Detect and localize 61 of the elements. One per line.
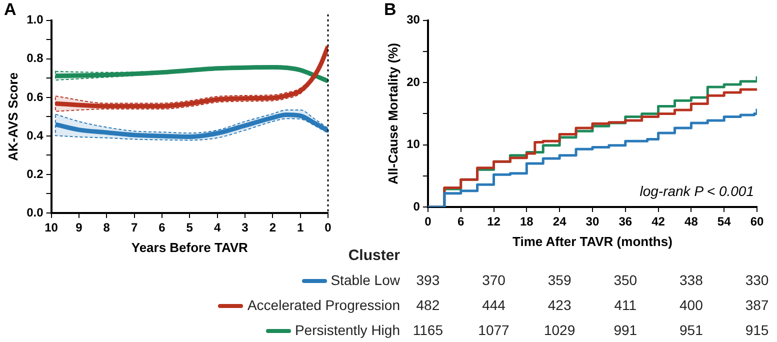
text: 951 xyxy=(680,322,703,338)
x-tick-label: 48 xyxy=(684,214,698,229)
x-tick-label: 3 xyxy=(242,220,249,235)
x-tick-label: 8 xyxy=(103,220,110,235)
text: 350 xyxy=(614,272,638,288)
text: 444 xyxy=(482,297,506,313)
y-axis-title: All-Cause Mortality (%) xyxy=(385,42,400,184)
x-tick-label: 6 xyxy=(458,214,465,229)
text: 1077 xyxy=(478,322,510,338)
x-tick-label: 0 xyxy=(324,220,332,235)
x-tick-label: 18 xyxy=(520,214,534,229)
text: 915 xyxy=(745,322,769,338)
x-tick-label: 30 xyxy=(586,214,600,229)
x-tick-label: 9 xyxy=(76,220,83,235)
category-label: Accelerated Progression xyxy=(247,297,400,313)
y-tick-label: 0.8 xyxy=(26,51,44,66)
x-axis-title: Time After TAVR (months) xyxy=(512,234,672,249)
text: 1165 xyxy=(412,322,443,338)
text: 423 xyxy=(548,297,572,313)
x-tick-label: 42 xyxy=(652,214,666,229)
text: 411 xyxy=(614,297,637,313)
text: 370 xyxy=(482,272,506,288)
text: 338 xyxy=(680,272,703,288)
y-tick-label: 0.0 xyxy=(26,205,44,220)
text: 1029 xyxy=(544,322,576,338)
text: 387 xyxy=(745,297,769,313)
chart-title: B xyxy=(384,0,396,19)
x-tick-label: 2 xyxy=(269,220,276,235)
text: 359 xyxy=(548,272,572,288)
y-tick-label: 0.2 xyxy=(26,166,44,181)
y-tick-label: 30 xyxy=(406,12,420,27)
y-tick-label: 20 xyxy=(406,74,420,89)
x-tick-label: 0 xyxy=(424,214,432,229)
x-tick-label: 7 xyxy=(130,220,138,235)
y-tick-label: 10 xyxy=(406,137,420,152)
x-axis-title: Years Before TAVR xyxy=(131,240,249,255)
y-tick-label: 0.6 xyxy=(26,90,44,104)
x-tick-label: 24 xyxy=(552,214,567,229)
x-tick-label: 60 xyxy=(750,214,764,229)
x-tick-label: 5 xyxy=(186,220,194,235)
y-axis-title: AK-AVS Score xyxy=(5,72,20,162)
category-label: Stable Low xyxy=(330,272,400,288)
y-tick-label: 1.0 xyxy=(26,12,44,27)
chart-title: A xyxy=(4,0,16,19)
annotation: log-rank P < 0.001 xyxy=(640,182,754,199)
text: 330 xyxy=(745,272,769,288)
text: Cluster xyxy=(348,247,400,264)
category-label: Persistently High xyxy=(294,322,400,338)
text: 482 xyxy=(416,297,440,313)
text: 991 xyxy=(614,322,638,338)
y-tick-label: 0.4 xyxy=(26,128,44,142)
x-tick-label: 36 xyxy=(618,214,632,229)
text: 400 xyxy=(680,297,703,313)
x-tick-label: 4 xyxy=(214,220,221,235)
x-tick-label: 12 xyxy=(487,214,501,229)
y-tick-label: 0 xyxy=(413,199,420,214)
x-tick-label: 54 xyxy=(717,214,732,229)
text: 393 xyxy=(416,272,440,288)
x-tick-label: 1 xyxy=(296,220,304,235)
x-tick-label: 6 xyxy=(158,220,166,235)
x-tick-label: 10 xyxy=(44,220,58,235)
